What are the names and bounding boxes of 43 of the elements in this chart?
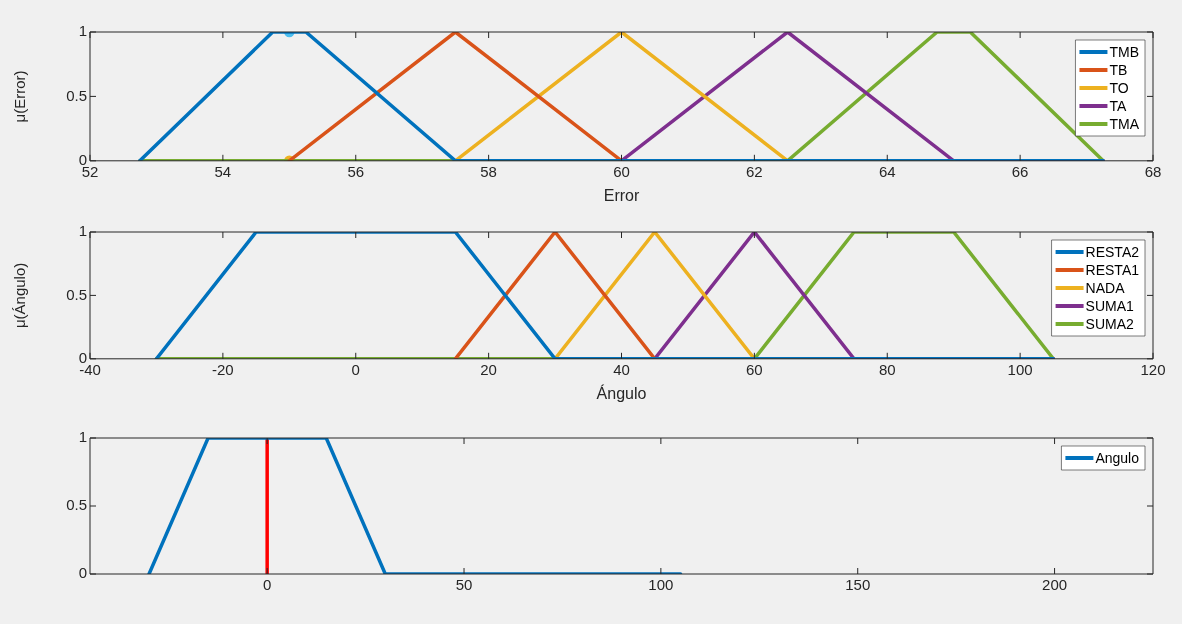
legend-label: TO <box>1109 79 1129 96</box>
x-tick-label: 40 <box>613 360 630 378</box>
x-tick-label: -20 <box>212 360 234 378</box>
x-tick-label: 200 <box>1042 576 1068 594</box>
y-axis-title: μ(Error) <box>11 70 29 123</box>
x-tick-label: 60 <box>613 162 630 180</box>
legend-label: RESTA2 <box>1085 243 1140 260</box>
x-tick-label: 100 <box>648 576 674 594</box>
y-tick-label: 0.5 <box>66 285 87 303</box>
x-tick-label: 60 <box>746 360 763 378</box>
y-tick-label: 0.5 <box>66 86 87 104</box>
x-tick-label: 62 <box>746 162 763 180</box>
legend-label: RESTA1 <box>1085 261 1140 278</box>
x-tick-label: 54 <box>214 162 232 180</box>
x-tick-label: 50 <box>455 576 473 594</box>
legend-label: TA <box>1109 97 1127 114</box>
legend-label: NADA <box>1085 279 1126 296</box>
x-tick-label: 58 <box>480 162 497 180</box>
x-tick-label: 0 <box>351 360 360 378</box>
x-axis-title: Ángulo <box>596 383 647 402</box>
x-tick-label: 0 <box>262 576 272 594</box>
legend-label: TB <box>1109 61 1128 78</box>
y-tick-label: 0.5 <box>66 496 87 514</box>
y-tick-label: 1 <box>78 22 87 40</box>
x-tick-label: 120 <box>1140 360 1166 378</box>
x-tick-label: 68 <box>1144 162 1162 180</box>
x-tick-label: 64 <box>878 162 896 180</box>
x-tick-label: 150 <box>845 576 871 594</box>
y-tick-label: 1 <box>78 222 87 240</box>
x-tick-label: 66 <box>1011 162 1029 180</box>
y-tick-label: 1 <box>78 428 87 446</box>
x-tick-label: 100 <box>1007 360 1033 378</box>
legend-label: TMA <box>1109 115 1140 132</box>
y-tick-label: 0 <box>78 564 87 582</box>
x-tick-label: 56 <box>347 162 365 180</box>
x-tick-label: 20 <box>480 360 497 378</box>
legend-label: SUMA1 <box>1085 297 1135 314</box>
x-tick-label: 80 <box>878 360 896 378</box>
legend-label: Angulo <box>1095 449 1140 466</box>
legend-label: SUMA2 <box>1085 315 1135 332</box>
y-axis-title: μ(Ángulo) <box>11 262 29 329</box>
legend-label: TMB <box>1109 43 1140 60</box>
x-axis-title: Error <box>603 186 640 204</box>
